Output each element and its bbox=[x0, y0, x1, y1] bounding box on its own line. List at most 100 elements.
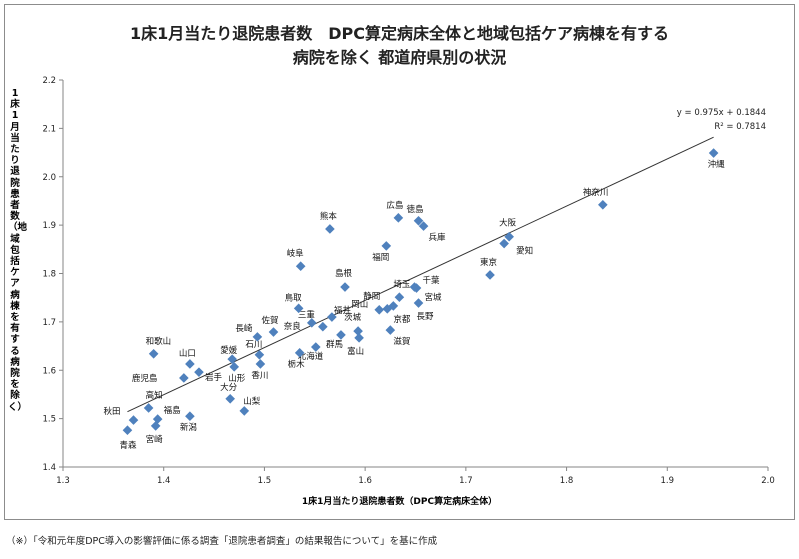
y-tick-label: 2.1 bbox=[42, 124, 56, 134]
data-point bbox=[185, 411, 195, 422]
data-label: 岩手 bbox=[205, 372, 223, 383]
data-point bbox=[485, 270, 495, 280]
x-tick-label: 1.5 bbox=[258, 476, 272, 486]
data-label: 群馬 bbox=[326, 339, 343, 350]
data-point bbox=[340, 282, 350, 292]
data-point bbox=[310, 342, 321, 352]
y-tick-label: 1.6 bbox=[42, 366, 56, 376]
chart-frame bbox=[4, 4, 795, 520]
data-point bbox=[227, 354, 238, 364]
x-tick-label: 1.8 bbox=[560, 476, 574, 486]
data-label: 秋田 bbox=[104, 406, 121, 417]
data-point bbox=[504, 231, 514, 242]
y-tick-label: 1.7 bbox=[42, 318, 56, 328]
data-label: 山形 bbox=[228, 373, 246, 384]
y-tick-label: 1.8 bbox=[42, 270, 56, 280]
data-label: 富山 bbox=[347, 346, 364, 357]
y-axis-label: 1床1月当たり退院患者数（地域包括ケア病棟を有する病院を除く） bbox=[8, 88, 28, 413]
data-point bbox=[708, 148, 719, 158]
data-label: 高知 bbox=[146, 390, 163, 401]
data-point bbox=[185, 359, 195, 369]
data-label: 千葉 bbox=[422, 275, 440, 286]
data-point bbox=[229, 362, 240, 372]
data-point bbox=[318, 321, 328, 332]
x-tick-label: 1.9 bbox=[661, 476, 675, 486]
data-point bbox=[179, 373, 189, 383]
data-point bbox=[122, 425, 133, 436]
data-label: 長野 bbox=[417, 312, 435, 322]
data-label: 栃木 bbox=[288, 359, 306, 370]
data-label: 広島 bbox=[386, 200, 404, 211]
data-label: 和歌山 bbox=[146, 336, 172, 347]
y-tick-label: 1.5 bbox=[42, 415, 56, 425]
data-label: 鹿児島 bbox=[132, 373, 158, 384]
data-label: 大分 bbox=[220, 382, 238, 393]
data-label: 沖縄 bbox=[708, 159, 726, 170]
data-label: 大阪 bbox=[499, 218, 517, 229]
data-label: 北海道 bbox=[298, 351, 324, 362]
data-point bbox=[128, 415, 139, 425]
data-label: 埼玉 bbox=[393, 279, 411, 290]
data-label: 愛媛 bbox=[220, 345, 238, 356]
data-label: 青森 bbox=[119, 440, 137, 451]
x-axis-label: 1床1月当たり退院患者数（DPC算定病床全体） bbox=[301, 497, 498, 507]
data-point bbox=[194, 367, 204, 377]
data-point bbox=[268, 327, 279, 337]
data-point bbox=[598, 199, 608, 210]
data-point bbox=[409, 282, 420, 292]
data-label: 東京 bbox=[480, 257, 497, 268]
data-label: 島根 bbox=[335, 268, 353, 279]
data-label: 静岡 bbox=[363, 291, 380, 302]
chart-title-line1: 1床1月当たり退院患者数 DPC算定病床全体と地域包括ケア病棟を有する bbox=[129, 24, 670, 43]
data-point bbox=[499, 238, 509, 249]
data-point bbox=[295, 261, 306, 272]
data-label: 佐賀 bbox=[261, 315, 279, 326]
data-label: 長崎 bbox=[235, 323, 253, 334]
trendline-equation: y = 0.975x + 0.1844 bbox=[677, 108, 766, 118]
x-tick-label: 2.0 bbox=[761, 476, 775, 486]
footnote: （※）「令和元年度DPC導入の影響評価に係る調査「退院患者調査」の結果報告につい… bbox=[6, 536, 438, 547]
y-tick-label: 1.4 bbox=[42, 463, 56, 473]
data-point bbox=[354, 333, 364, 343]
y-tick-label: 1.9 bbox=[42, 221, 56, 231]
data-point bbox=[374, 304, 385, 315]
data-label: 山口 bbox=[179, 348, 196, 359]
x-tick-label: 1.6 bbox=[358, 476, 372, 486]
data-label: 三重 bbox=[298, 310, 316, 321]
data-point bbox=[393, 213, 404, 223]
data-label: 熊本 bbox=[320, 211, 338, 222]
data-label: 香川 bbox=[251, 370, 268, 381]
data-point bbox=[385, 325, 396, 335]
data-point bbox=[381, 241, 392, 251]
data-label: 徳島 bbox=[407, 204, 425, 215]
data-point bbox=[336, 330, 346, 340]
data-label: 鳥取 bbox=[285, 292, 303, 303]
x-tick-label: 1.4 bbox=[157, 476, 171, 486]
data-label: 宮城 bbox=[425, 292, 443, 303]
x-tick-label: 1.7 bbox=[459, 476, 473, 486]
data-label: 宮崎 bbox=[146, 434, 164, 445]
data-point bbox=[239, 406, 250, 416]
data-label: 岡山 bbox=[351, 299, 368, 310]
data-label: 福岡 bbox=[372, 252, 389, 263]
data-label: 福島 bbox=[164, 405, 182, 416]
y-tick-label: 2.2 bbox=[42, 76, 56, 86]
data-point bbox=[255, 359, 266, 369]
data-point bbox=[413, 298, 424, 308]
data-point bbox=[325, 224, 335, 234]
chart-title-line2: 病院を除く 都道府県別の状況 bbox=[292, 48, 507, 67]
data-label: 新潟 bbox=[180, 422, 198, 433]
y-tick-label: 2.0 bbox=[42, 173, 56, 183]
data-label: 茨城 bbox=[344, 312, 362, 323]
data-point bbox=[148, 348, 159, 359]
data-label: 愛知 bbox=[516, 246, 533, 257]
x-tick-label: 1.3 bbox=[56, 476, 70, 486]
data-label: 福井 bbox=[334, 305, 351, 316]
data-label: 石川 bbox=[245, 340, 262, 350]
data-label: 山梨 bbox=[243, 396, 261, 407]
data-label: 京都 bbox=[393, 314, 411, 325]
data-label: 滋賀 bbox=[393, 336, 411, 347]
data-label: 岐阜 bbox=[287, 248, 305, 259]
